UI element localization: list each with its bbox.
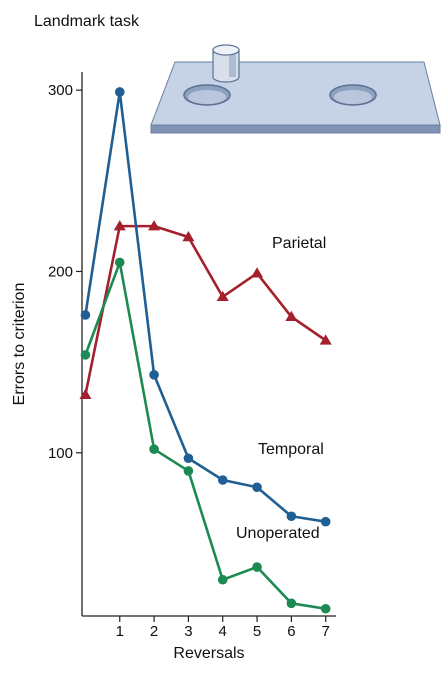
series-layer	[79, 87, 332, 614]
data-point-triangle	[148, 220, 161, 231]
data-point	[320, 603, 331, 614]
x-axis-ticks: 1 2 3 4 5 6 7	[116, 616, 330, 640]
data-point-triangle	[113, 220, 126, 231]
x-tick-label: 3	[184, 623, 192, 640]
data-point	[252, 562, 262, 572]
x-tick-label: 2	[150, 623, 158, 640]
landmark-board-illustration	[150, 44, 441, 134]
data-point	[183, 466, 194, 476]
series-label-parietal: Parietal	[272, 235, 326, 252]
x-axis-title: Reversals	[173, 645, 244, 662]
data-point	[149, 444, 159, 454]
data-point	[286, 598, 297, 609]
data-point-triangle	[285, 310, 298, 321]
data-point	[80, 350, 91, 360]
series-parietal	[79, 220, 332, 399]
data-point	[320, 516, 331, 527]
series-line	[84, 224, 327, 396]
chart-title: Landmark task	[34, 13, 140, 30]
data-point	[114, 257, 125, 268]
y-axis-title: Errors to criterion	[11, 283, 28, 406]
series-temporal	[80, 87, 331, 527]
x-tick-label: 7	[322, 623, 330, 640]
data-point	[217, 475, 228, 485]
axes	[81, 72, 336, 617]
series-line	[84, 90, 326, 523]
series-unoperated	[80, 257, 331, 614]
data-point-triangle	[182, 231, 195, 242]
x-tick-label: 6	[287, 623, 295, 640]
y-axis-ticks: 100 200 300	[48, 82, 82, 462]
y-tick-label: 200	[48, 263, 73, 280]
series-label-temporal: Temporal	[258, 441, 324, 458]
data-point	[114, 87, 125, 97]
data-point-triangle	[216, 290, 229, 302]
data-point	[217, 574, 228, 585]
data-point	[149, 370, 159, 380]
y-tick-label: 100	[48, 445, 73, 462]
data-point-triangle	[319, 334, 332, 345]
data-point	[286, 511, 297, 522]
data-point	[80, 310, 91, 320]
x-tick-label: 5	[253, 623, 261, 640]
y-tick-label: 300	[48, 82, 73, 99]
series-line	[84, 261, 326, 611]
data-point-triangle	[79, 388, 92, 399]
data-point	[252, 482, 262, 493]
data-point	[183, 453, 194, 464]
x-tick-label: 4	[219, 623, 227, 640]
data-point-triangle	[251, 267, 264, 278]
x-tick-label: 1	[116, 623, 124, 640]
series-label-unoperated: Unoperated	[236, 525, 320, 542]
